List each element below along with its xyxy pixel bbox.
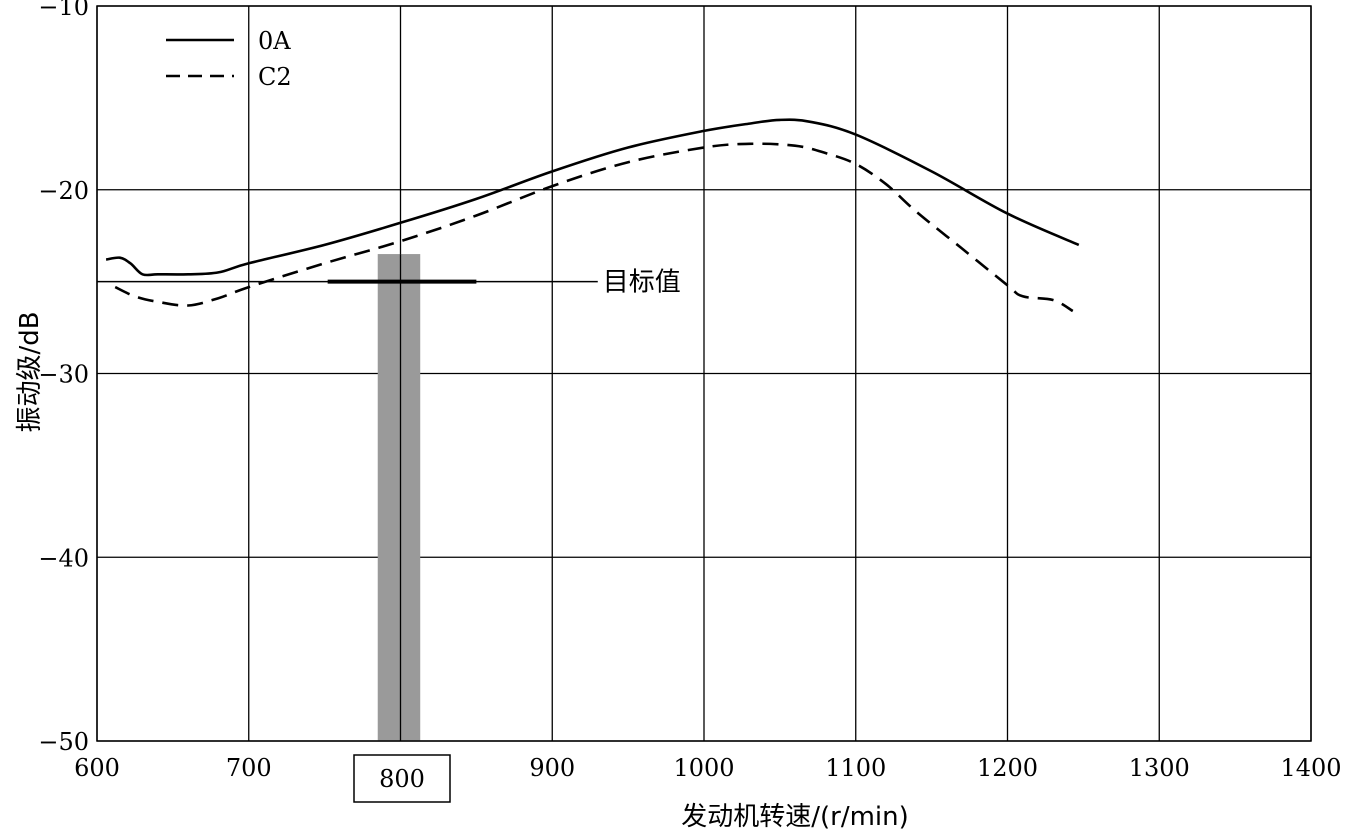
highlight-band — [377, 254, 421, 741]
grid — [96, 5, 1312, 742]
x-tick-label-3: 900 — [529, 754, 575, 782]
plot-frame — [96, 5, 1312, 742]
legend-label-c2: C2 — [258, 63, 292, 91]
x-tick-label-8: 1400 — [1280, 754, 1341, 782]
x-tick-label-1: 700 — [226, 754, 272, 782]
x-tick-label-5: 1100 — [825, 754, 886, 782]
x-axis-title: 发动机转速/(r/min) — [681, 802, 909, 832]
x-tick-label-0: 600 — [74, 754, 120, 782]
legend-label-0a: 0A — [258, 27, 291, 55]
y-axis-title: 振动级/dB — [15, 311, 45, 432]
highlight-band-group — [377, 254, 421, 741]
series-line-c2 — [114, 142, 1074, 313]
y-tick-label-4: −50 — [38, 728, 89, 756]
series-line-0a — [105, 118, 1080, 277]
y-tick-label-0: −10 — [38, 0, 89, 21]
series-group — [105, 118, 1080, 313]
x-tick-label-7: 1300 — [1129, 754, 1190, 782]
x-tick-label-4: 1000 — [673, 754, 734, 782]
x-tick-label-6: 1200 — [977, 754, 1038, 782]
highlight-label: 800 — [379, 765, 425, 793]
y-tick-label-3: −40 — [38, 544, 89, 572]
highlight-label-box — [353, 754, 451, 803]
y-tick-label-1: −20 — [38, 177, 89, 205]
target-label: 目标值 — [603, 268, 681, 298]
tick-labels: 600 700 900 1000 1100 1200 1300 1400 −10 −20 −30 −4… — [38, 0, 1341, 782]
y-tick-label-2: −30 — [38, 361, 89, 389]
axes — [96, 5, 1312, 742]
